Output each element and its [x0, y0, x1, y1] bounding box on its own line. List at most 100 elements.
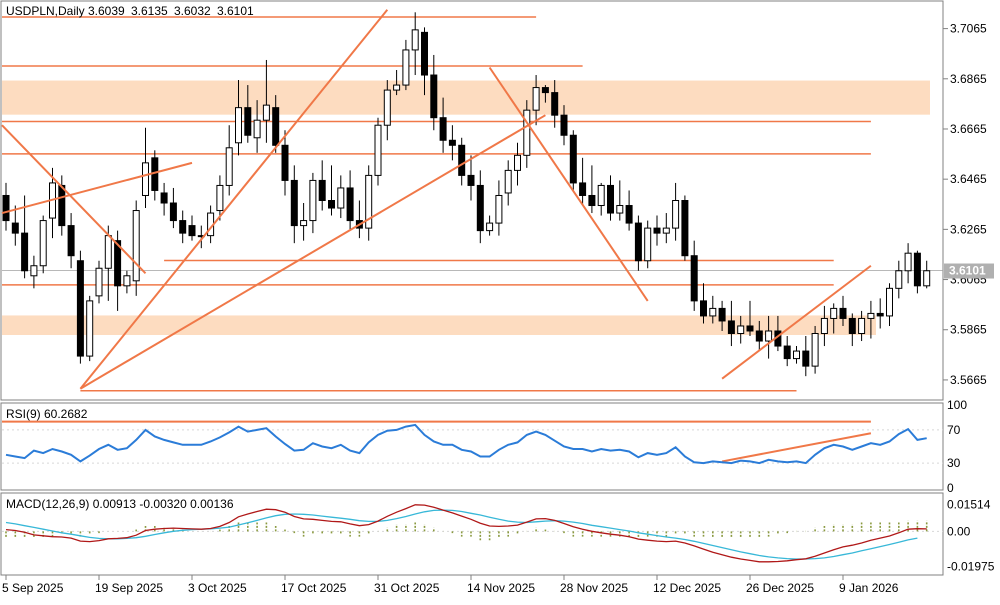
rsi-line — [5, 423, 927, 465]
candle — [923, 260, 931, 289]
candle-body — [569, 134, 577, 184]
candle-body — [514, 154, 521, 171]
candle-body — [123, 275, 131, 287]
ohlc-close: 3.6101 — [217, 4, 254, 18]
candle — [272, 95, 280, 153]
candle-body — [476, 184, 484, 232]
candle-body — [811, 333, 819, 367]
candle-body — [76, 260, 84, 357]
candle — [86, 295, 94, 362]
candle-body — [653, 227, 661, 234]
candle-body — [923, 270, 931, 287]
candle-body — [532, 87, 540, 111]
candle — [876, 298, 884, 329]
candle — [365, 165, 373, 241]
candle-body — [421, 31, 428, 76]
candle — [383, 80, 391, 141]
candle — [662, 213, 670, 244]
candle-body — [179, 220, 187, 234]
candle-body — [783, 345, 791, 360]
candle-body — [597, 184, 605, 207]
candle — [830, 303, 838, 334]
price-tick-label: 3.7065 — [950, 22, 987, 36]
macd-panel-frame — [0, 492, 944, 576]
candle — [160, 182, 168, 216]
candle-body — [2, 194, 10, 222]
date-tick-label: 12 Dec 2025 — [653, 581, 721, 595]
candle — [523, 100, 531, 168]
date-tick-label: 28 Nov 2025 — [560, 581, 628, 595]
candle-body — [541, 87, 549, 94]
date-axis: 5 Sep 2025 19 Sep 2025 3 Oct 2025 17 Oct 20… — [2, 575, 899, 595]
candle — [802, 336, 810, 377]
candle-body — [867, 312, 875, 319]
candle — [895, 260, 903, 299]
candle-body — [681, 200, 689, 257]
candle-body — [579, 182, 587, 196]
macd-tick-label: 0.00 — [947, 524, 971, 538]
candle-body — [430, 74, 438, 119]
candle — [616, 180, 624, 221]
candle — [476, 170, 484, 244]
candle — [607, 175, 614, 221]
candle — [458, 137, 466, 186]
candle-body — [104, 235, 112, 269]
candle — [867, 300, 875, 339]
candle — [253, 100, 261, 153]
candle — [848, 313, 856, 347]
candle-body — [672, 200, 680, 229]
candle — [76, 250, 84, 364]
rsi-axis-labels: 100 70 30 0 — [947, 398, 967, 495]
trendlines — [1, 9, 872, 390]
candle — [551, 80, 559, 128]
macd-histogram — [5, 520, 928, 541]
macd-axis-labels: 0.01514 0.00 -0.01975 — [947, 498, 995, 574]
candle-body — [876, 312, 884, 317]
candle-body — [300, 220, 308, 227]
candle-body — [765, 330, 773, 342]
candle — [235, 80, 242, 156]
candle-body — [114, 240, 122, 287]
price-tick-label: 3.6265 — [950, 222, 987, 236]
candle — [328, 165, 335, 216]
candle — [560, 105, 568, 146]
date-tick-label: 14 Nov 2025 — [467, 581, 535, 595]
candle — [467, 155, 475, 201]
candle — [67, 213, 75, 269]
candle — [718, 300, 726, 331]
candle — [820, 305, 828, 347]
candle-body — [830, 307, 838, 319]
candle — [300, 203, 308, 241]
candle-body — [328, 200, 335, 209]
candle-body — [393, 84, 401, 91]
trendline-5 — [721, 264, 872, 380]
candle — [2, 182, 10, 231]
candle-body — [486, 222, 494, 232]
ohlc-open: 3.6039 — [88, 4, 125, 18]
candle — [746, 300, 754, 337]
candle-body — [346, 187, 354, 222]
candle — [597, 182, 605, 216]
candle — [142, 127, 149, 209]
candle-body — [913, 252, 921, 287]
rsi-levels — [2, 429, 943, 464]
date-tick-label: 19 Sep 2025 — [95, 581, 163, 595]
candle-body — [709, 307, 717, 317]
price-tick-label: 3.6465 — [950, 172, 987, 186]
candle — [532, 75, 540, 126]
candle-body — [616, 205, 624, 214]
candle-body — [58, 184, 66, 227]
candle-body — [272, 107, 280, 146]
candle — [514, 142, 521, 186]
candle-body — [625, 205, 633, 224]
candle — [58, 175, 66, 236]
candle — [495, 180, 503, 236]
zone-band-1 — [2, 315, 876, 336]
date-tick-label: 9 Jan 2026 — [839, 581, 899, 595]
candle — [188, 215, 196, 241]
candle — [486, 215, 494, 236]
candle — [21, 195, 29, 279]
candle-body — [746, 325, 754, 332]
candle — [634, 215, 642, 271]
